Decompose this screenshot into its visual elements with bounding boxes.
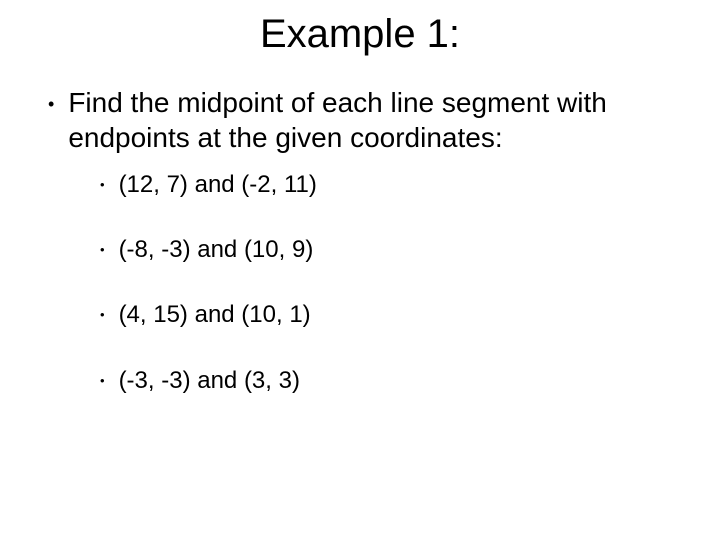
sub-bullet-item: • (12, 7) and (-2, 11) [100, 169, 680, 200]
bullet-dot: • [100, 307, 105, 324]
sub-bullet-text: (-8, -3) and (10, 9) [119, 234, 314, 265]
bullet-dot: • [100, 373, 105, 390]
slide-container: Example 1: • Find the midpoint of each l… [0, 0, 720, 540]
bullet-dot: • [100, 177, 105, 194]
bullet-dot: • [100, 242, 105, 259]
sub-bullet-text: (12, 7) and (-2, 11) [119, 169, 317, 200]
sub-bullet-list: • (12, 7) and (-2, 11) • (-8, -3) and (1… [40, 169, 680, 396]
sub-bullet-item: • (4, 15) and (10, 1) [100, 299, 680, 330]
sub-bullet-item: • (-3, -3) and (3, 3) [100, 365, 680, 396]
sub-bullet-text: (-3, -3) and (3, 3) [119, 365, 300, 396]
bullet-dot: • [48, 93, 54, 116]
main-bullet-text: Find the midpoint of each line segment w… [68, 85, 680, 155]
main-bullet: • Find the midpoint of each line segment… [40, 85, 680, 155]
slide-title: Example 1: [40, 12, 680, 57]
sub-bullet-item: • (-8, -3) and (10, 9) [100, 234, 680, 265]
sub-bullet-text: (4, 15) and (10, 1) [119, 299, 311, 330]
